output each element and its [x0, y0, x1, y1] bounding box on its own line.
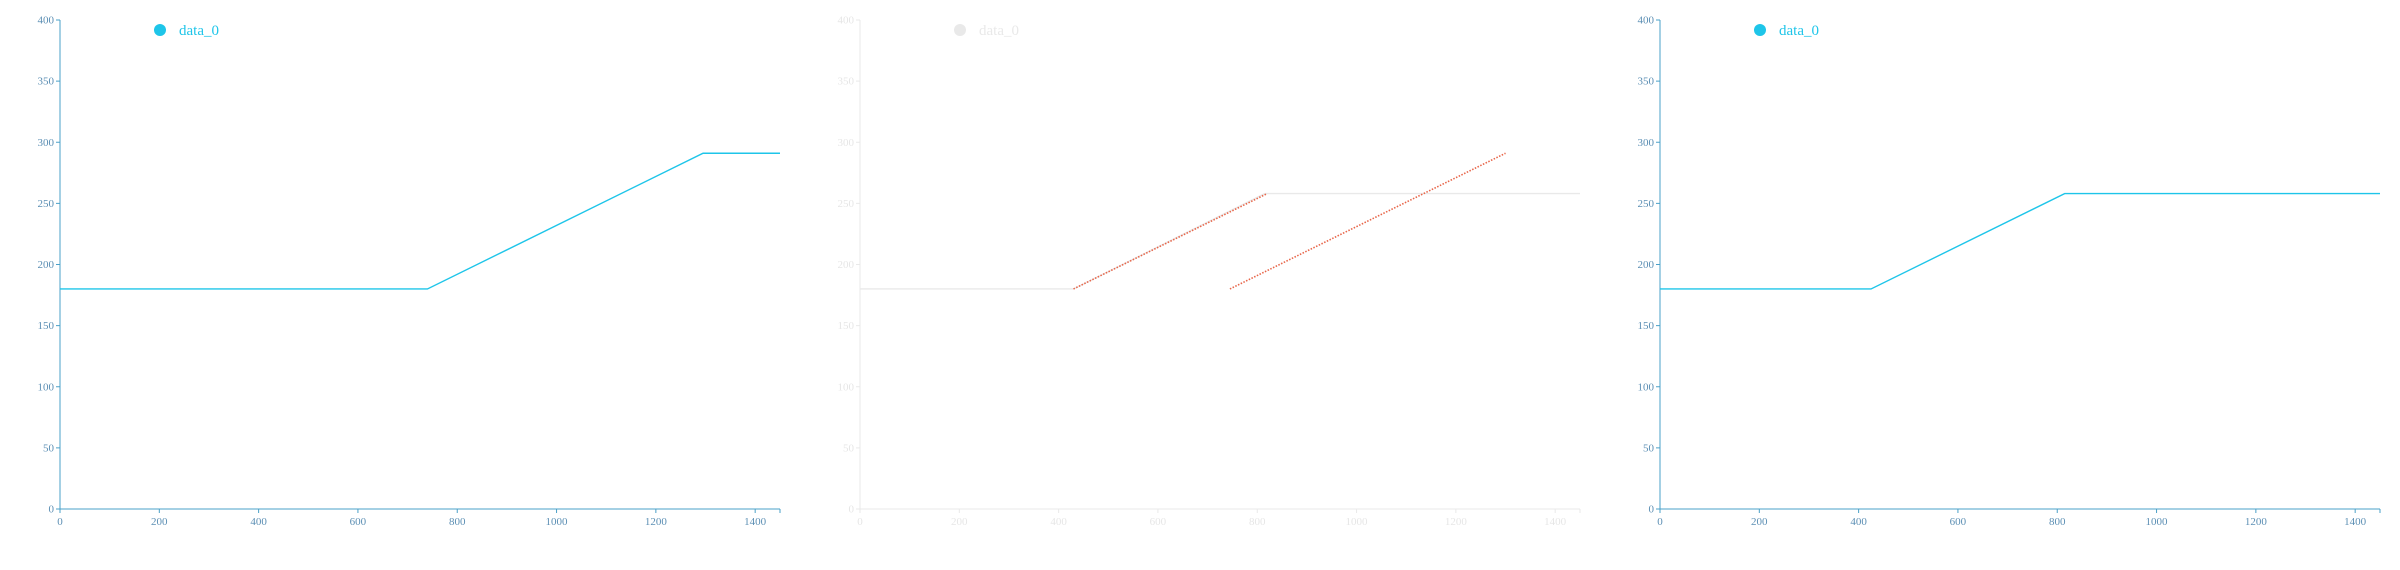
x-tick-label: 1000: [2146, 516, 2169, 528]
x-tick-label: 200: [951, 516, 968, 528]
x-tick-label: 400: [1850, 516, 1867, 528]
series-line: [60, 152, 780, 290]
legend-label: data_0: [1779, 23, 1819, 39]
y-tick-label: 200: [1638, 259, 1655, 271]
x-tick-label: 1200: [645, 516, 668, 528]
y-tick-label: 250: [38, 198, 55, 210]
x-tick-label: 1400: [1544, 516, 1567, 528]
series-line: [1660, 192, 2380, 290]
x-tick-label: 1000: [546, 516, 569, 528]
y-tick-label: 0: [1649, 504, 1655, 516]
y-tick-label: 100: [838, 381, 855, 393]
y-tick-label: 350: [838, 76, 855, 88]
chart-left: 0 50 100 150 200 250 300 350 400 0 200 400 600 800 100…: [0, 0, 800, 570]
y-tick-label: 50: [1643, 442, 1655, 454]
y-tick-label: 50: [843, 442, 855, 454]
x-tick-label: 400: [1050, 516, 1067, 528]
y-tick-label: 300: [1638, 137, 1655, 149]
y-tick-label: 300: [838, 137, 855, 149]
x-tick-label: 200: [151, 516, 168, 528]
diff-segment: [1229, 152, 1506, 290]
x-tick-label: 200: [1751, 516, 1768, 528]
series-line: [860, 192, 1580, 290]
y-tick-label: 400: [1638, 15, 1655, 27]
legend-marker: [954, 24, 966, 36]
x-tick-label: 800: [449, 516, 466, 528]
x-tick-label: 400: [250, 516, 267, 528]
y-tick-label: 150: [838, 320, 855, 332]
y-tick-label: 100: [38, 381, 55, 393]
x-tick-label: 1000: [1346, 516, 1369, 528]
x-tick-label: 600: [1950, 516, 1967, 528]
x-tick-label: 600: [350, 516, 367, 528]
y-tick-label: 250: [838, 198, 855, 210]
x-tick-label: 1200: [2245, 516, 2268, 528]
x-tick-label: 600: [1150, 516, 1167, 528]
legend-marker: [154, 24, 166, 36]
x-tick-label: 1400: [744, 516, 767, 528]
y-tick-label: 150: [1638, 320, 1655, 332]
y-tick-label: 150: [38, 320, 55, 332]
x-tick-label: 0: [857, 516, 863, 528]
chart-right: 0 50 100 150 200 250 300 350 400 0 200 400 600 800 100…: [1600, 0, 2400, 570]
y-tick-label: 200: [38, 259, 55, 271]
legend-marker: [1754, 24, 1766, 36]
y-tick-label: 350: [1638, 76, 1655, 88]
y-tick-label: 400: [838, 15, 855, 27]
y-tick-label: 250: [1638, 198, 1655, 210]
x-tick-label: 800: [1249, 516, 1266, 528]
y-tick-label: 0: [849, 504, 855, 516]
x-tick-label: 800: [2049, 516, 2066, 528]
x-tick-label: 0: [57, 516, 63, 528]
legend-label: data_0: [179, 23, 219, 39]
chart-middle: 0 50 100 150 200 250 300 350 400 0 200 400 600 800 100…: [800, 0, 1600, 570]
y-tick-label: 400: [38, 15, 55, 27]
x-tick-label: 1400: [2344, 516, 2367, 528]
legend-label: data_0: [979, 23, 1019, 39]
chart-right-svg: 0 50 100 150 200 250 300 350 400 0 200 400 600 800 100…: [1638, 15, 2381, 528]
chart-left-svg: 0 50 100 150 200 250 300 350 400 0 200 400 600 800 100…: [38, 15, 781, 528]
y-tick-label: 350: [38, 76, 55, 88]
y-tick-label: 50: [43, 442, 55, 454]
y-tick-label: 0: [49, 504, 55, 516]
x-tick-label: 0: [1657, 516, 1663, 528]
y-tick-label: 300: [38, 137, 55, 149]
y-tick-label: 100: [1638, 381, 1655, 393]
y-tick-label: 200: [838, 259, 855, 271]
chart-middle-svg: 0 50 100 150 200 250 300 350 400 0 200 400 600 800 100…: [838, 15, 1581, 528]
x-tick-label: 1200: [1445, 516, 1468, 528]
